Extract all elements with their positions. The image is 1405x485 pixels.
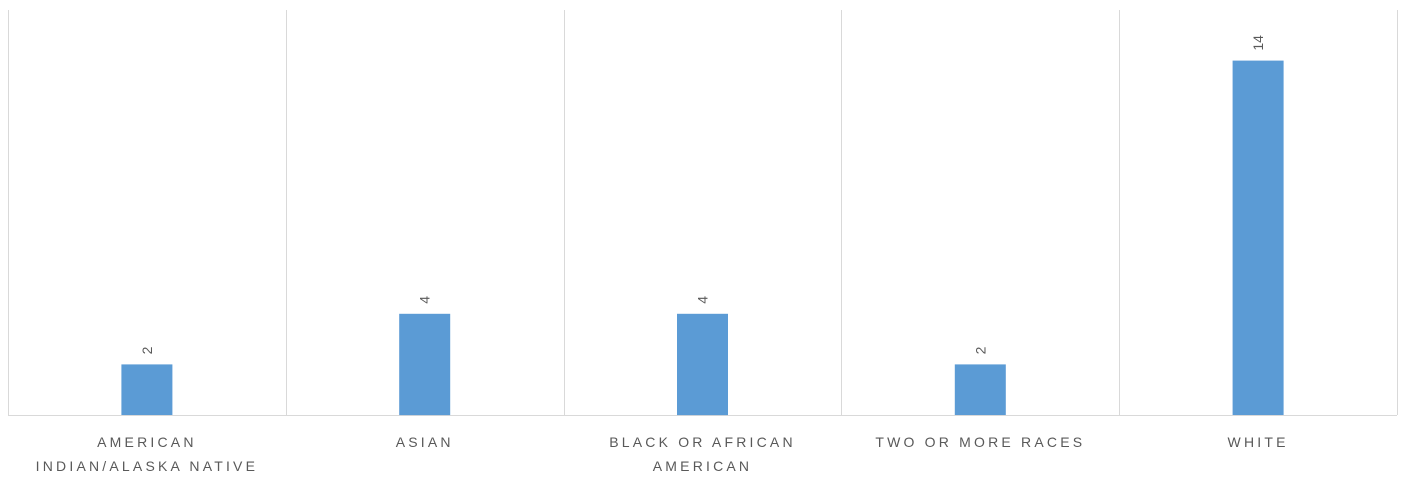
bars-layer bbox=[121, 60, 1284, 416]
bar bbox=[954, 364, 1006, 415]
category-label: TWO OR MORE RACES bbox=[875, 434, 1085, 450]
bar bbox=[399, 313, 451, 416]
category-labels-layer: AMERICAN INDIAN/ALASKA NATIVE ASIAN BLACK O… bbox=[36, 434, 1289, 474]
category-label: ASIAN bbox=[396, 434, 454, 450]
data-label: 2 bbox=[139, 346, 155, 354]
bar bbox=[121, 364, 173, 415]
category-label: WHITE bbox=[1228, 434, 1289, 450]
data-label: 4 bbox=[695, 296, 711, 304]
category-label: BLACK OR AFRICAN bbox=[609, 434, 796, 450]
data-label: 4 bbox=[417, 296, 433, 304]
data-labels-layer: 2 4 4 2 14 bbox=[139, 35, 1266, 355]
grid-layer bbox=[8, 10, 1398, 416]
bar bbox=[677, 313, 728, 416]
bar bbox=[1232, 60, 1284, 415]
data-label: 14 bbox=[1250, 35, 1266, 51]
data-label: 2 bbox=[972, 346, 988, 354]
category-label: AMERICAN bbox=[653, 458, 753, 474]
category-label: INDIAN/ALASKA NATIVE bbox=[36, 458, 258, 474]
category-label: AMERICAN bbox=[97, 434, 197, 450]
